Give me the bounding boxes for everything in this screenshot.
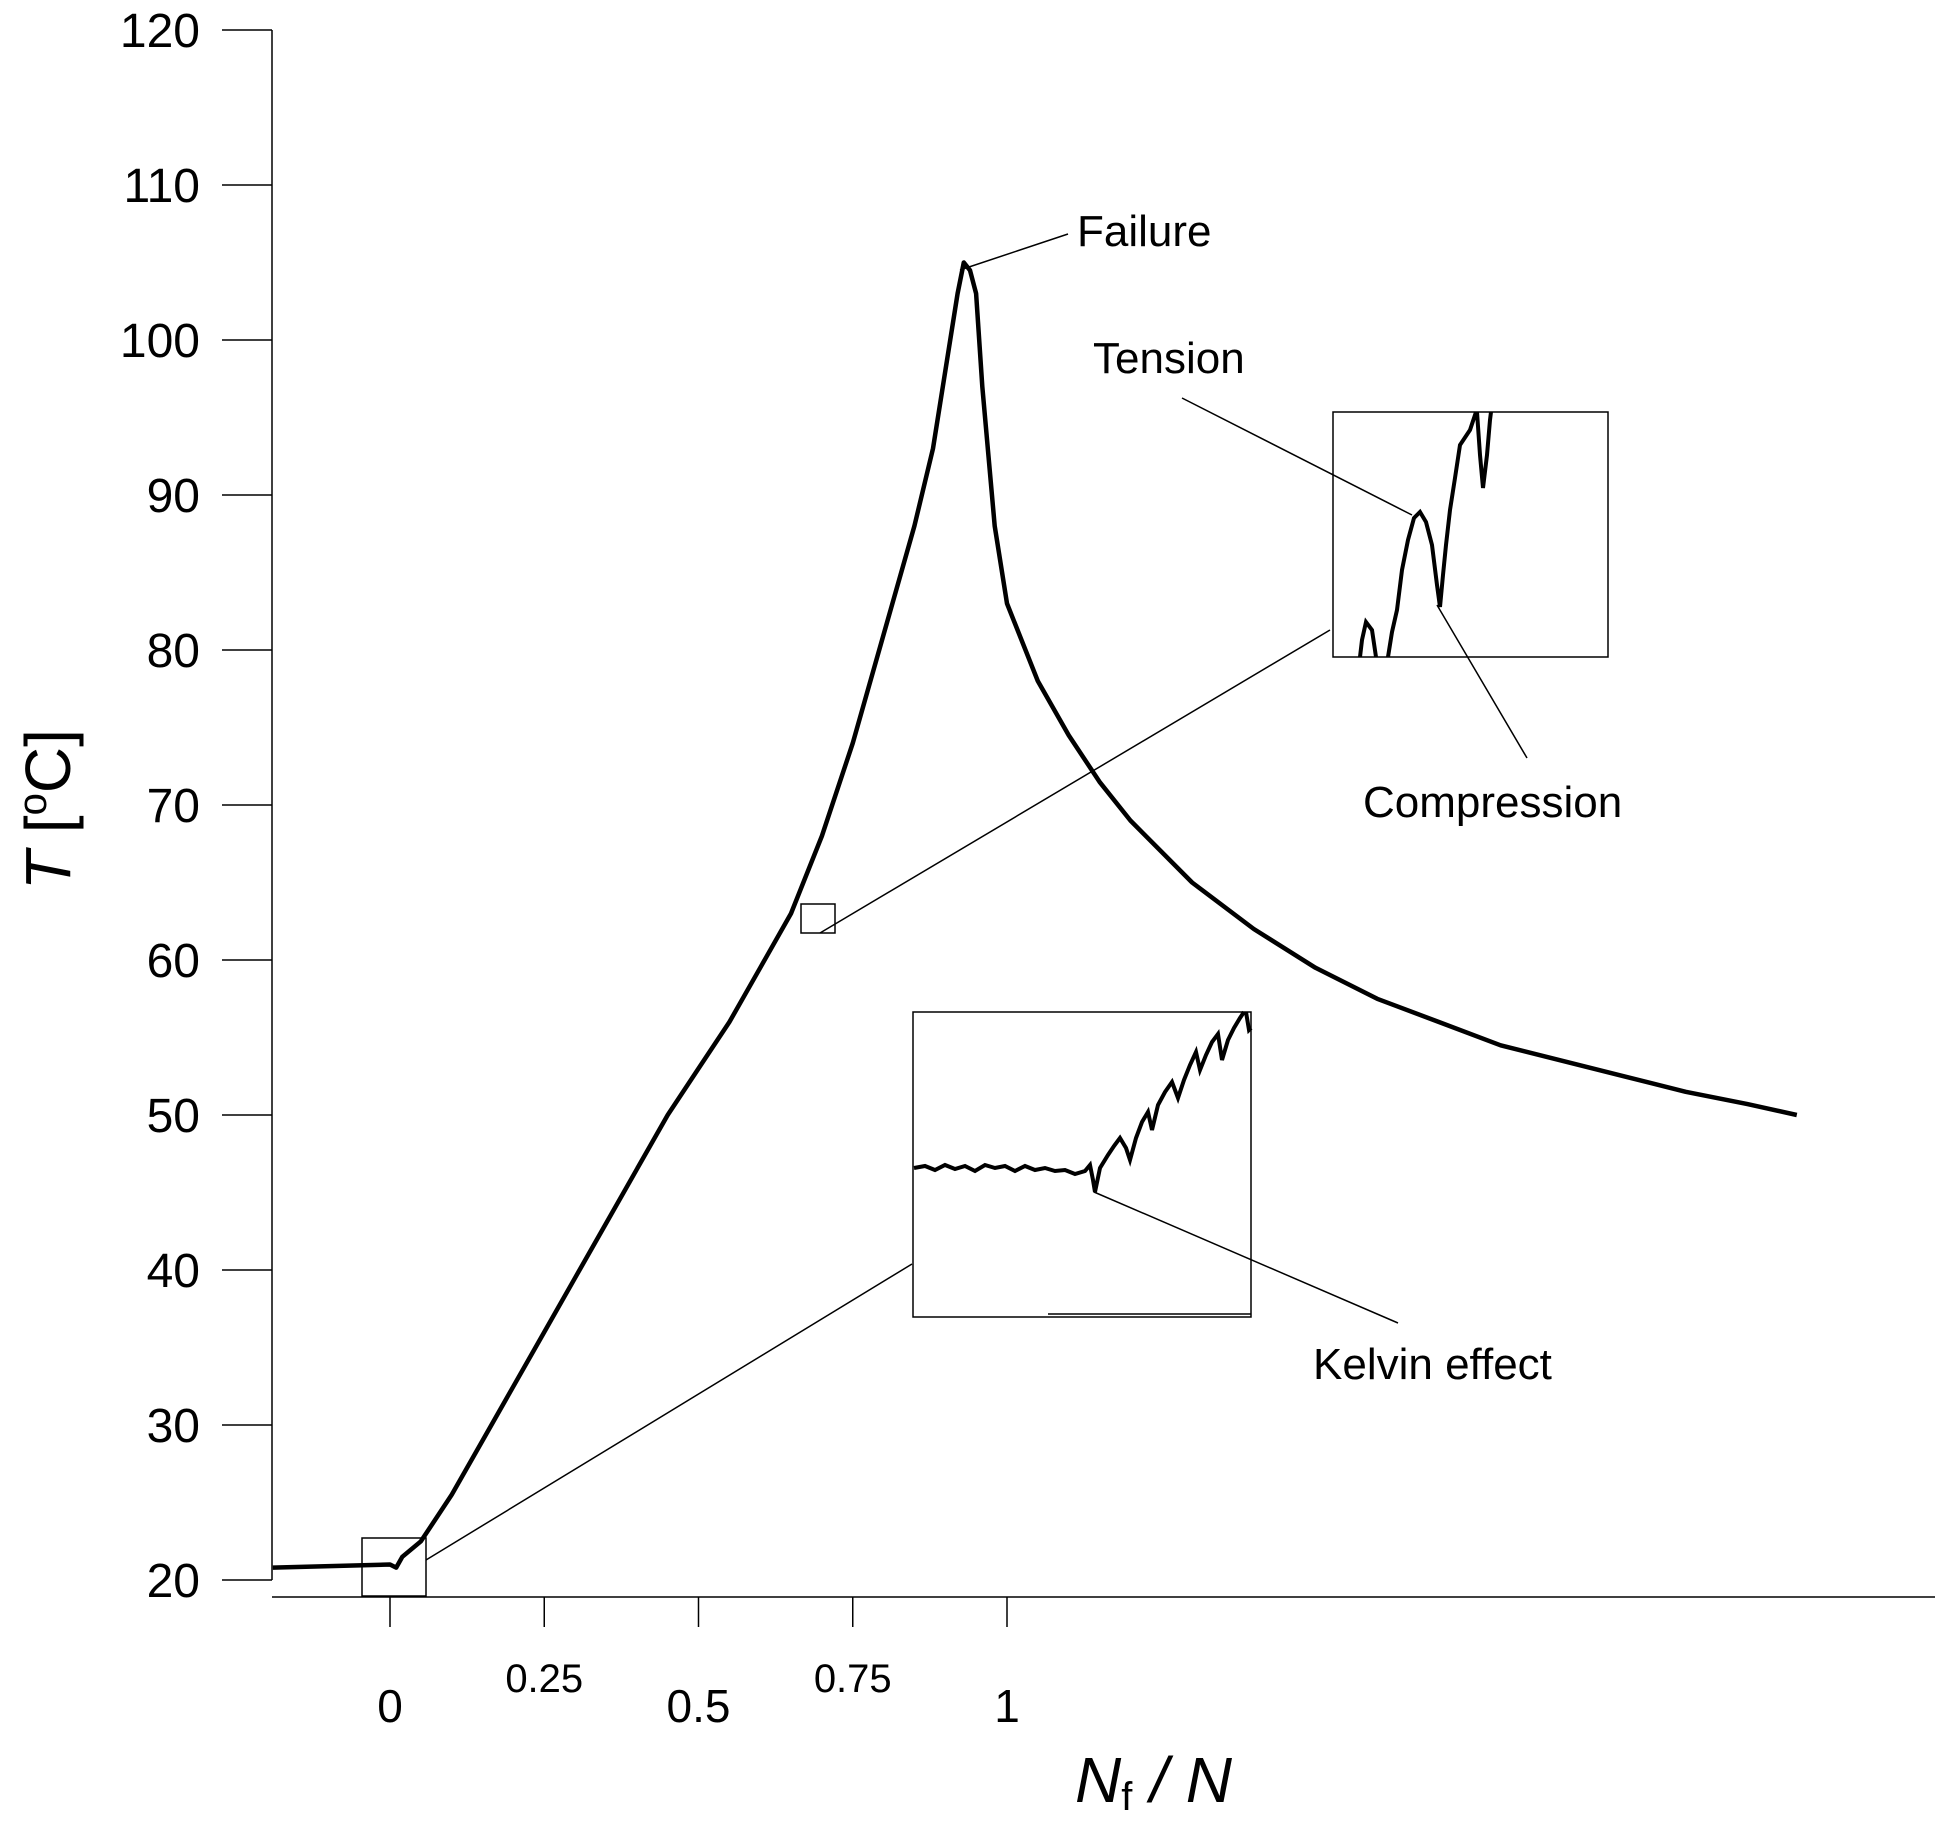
y-axis-title-open: [ [12, 815, 84, 851]
y-tick-label: 80 [147, 625, 200, 678]
x-axis-title-main: N [1075, 1744, 1122, 1816]
x-axis-title-sub: f [1121, 1775, 1133, 1819]
leader-tension [1181, 397, 1413, 516]
x-tick-label: 0.5 [667, 1680, 731, 1732]
inset-curve-lower [913, 1010, 1253, 1193]
inset-tension-compression [1332, 411, 1609, 658]
leader-failure [959, 233, 1069, 271]
x-tick-label: 1 [994, 1680, 1020, 1732]
x-axis-title: Nf / N [1075, 1744, 1233, 1819]
y-tick-label: 100 [120, 315, 200, 368]
inset-frame-upper [1332, 411, 1609, 658]
y-tick-label: 90 [147, 470, 200, 523]
annotation-compression: Compression [1363, 778, 1622, 827]
annotation-tension: Tension [1093, 334, 1245, 383]
y-axis-title-main: T [12, 847, 84, 890]
inset-frame-lower [912, 1011, 1252, 1318]
leader-compression [1436, 604, 1528, 759]
y-tick-label: 70 [147, 780, 200, 833]
annotation-failure: Failure [1077, 207, 1212, 256]
annotation-kelvin: Kelvin effect [1313, 1340, 1552, 1389]
y-tick-label: 40 [147, 1245, 200, 1298]
y-tick-label: 110 [123, 160, 200, 213]
x-tick-label: 0.75 [814, 1657, 892, 1701]
axes: 20 30 40 50 60 70 80 90 100 110 120 0 0.25 0.5 0.75 1 [120, 5, 1935, 1732]
y-axis-title-close: C] [12, 729, 84, 793]
zoom-marker-start [361, 1537, 427, 1597]
data-line [272, 260, 1798, 1570]
y-tick-label: 30 [147, 1400, 200, 1453]
y-tick-label: 20 [147, 1555, 200, 1608]
leader-kelvin [1093, 1191, 1399, 1324]
x-tick-label: 0 [377, 1680, 403, 1732]
y-axis-title: T [oC] [11, 729, 84, 890]
y-tick-label: 120 [120, 5, 200, 58]
y-axis-title-sup: o [11, 793, 55, 815]
x-tick-label: 0.25 [505, 1657, 583, 1701]
connector-lower [425, 1263, 913, 1561]
zoom-marker-small [800, 903, 836, 934]
y-tick-label: 50 [147, 1090, 200, 1143]
inset-kelvin [912, 1010, 1253, 1318]
x-axis-title-rest: / N [1132, 1744, 1232, 1816]
y-tick-label: 60 [147, 935, 200, 988]
connector-upper [819, 629, 1331, 934]
inset-curve-upper [1358, 411, 1493, 658]
